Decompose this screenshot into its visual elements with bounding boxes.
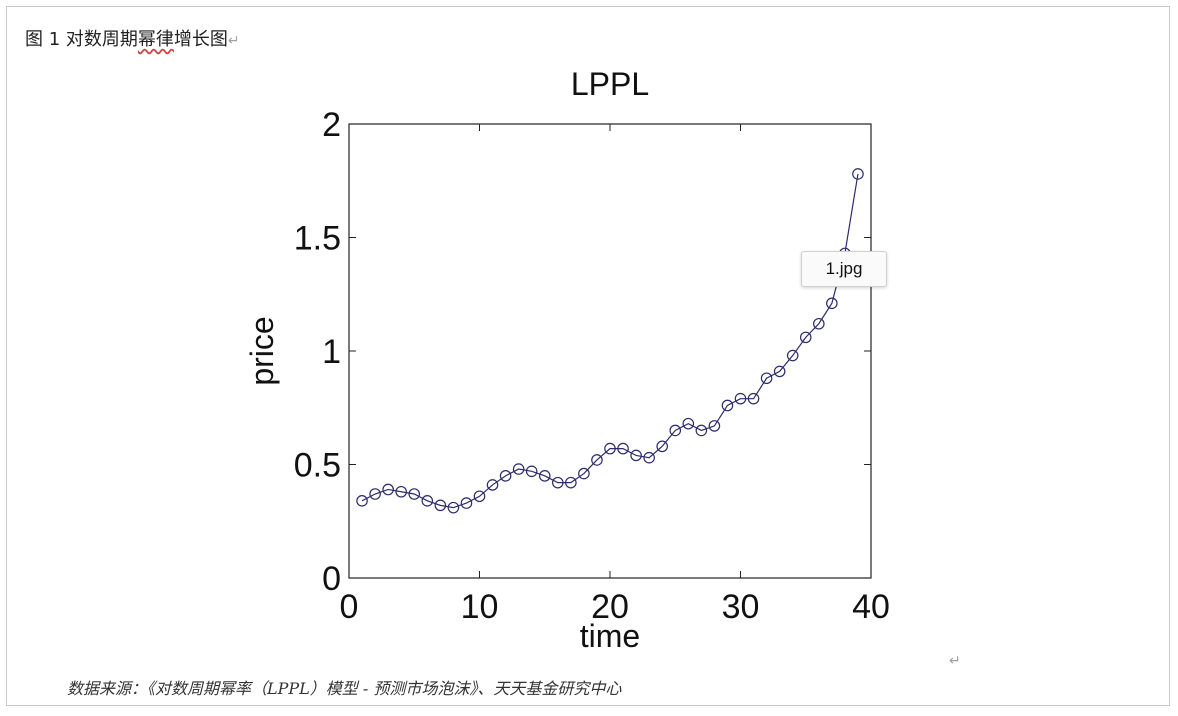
data-point-marker xyxy=(395,485,407,498)
data-point-marker xyxy=(421,495,434,507)
data-point-marker xyxy=(460,497,473,509)
data-point-marker xyxy=(656,440,668,453)
data-point-marker xyxy=(551,476,564,489)
data-point-marker xyxy=(826,297,838,310)
y-tick-label: 1 xyxy=(322,333,341,371)
data-point-marker xyxy=(486,479,499,491)
data-point-marker xyxy=(695,424,708,437)
y-axis-label: price xyxy=(244,316,280,385)
x-tick-label: 30 xyxy=(722,588,760,626)
y-tick-label: 0.5 xyxy=(294,447,341,485)
data-point-marker xyxy=(760,372,773,385)
caption-prefix: 图 xyxy=(25,29,43,50)
data-point-marker xyxy=(734,392,747,405)
data-point-marker xyxy=(786,349,799,362)
data-point-marker xyxy=(708,420,721,432)
data-point-marker xyxy=(408,488,421,500)
data-point-marker xyxy=(434,499,447,512)
data-point-marker xyxy=(356,495,368,507)
data-point-marker xyxy=(669,424,682,437)
y-tick-label: 2 xyxy=(322,106,341,144)
x-tick-label: 20 xyxy=(591,588,629,626)
data-point-marker xyxy=(591,454,603,466)
data-point-marker xyxy=(747,392,760,405)
paragraph-mark-icon: ↵ xyxy=(227,33,240,49)
data-point-marker xyxy=(643,451,655,464)
caption-text-b: 幂律 xyxy=(137,29,174,50)
data-point-marker xyxy=(721,399,734,412)
data-point-marker xyxy=(578,467,590,480)
data-point-marker xyxy=(773,365,786,378)
data-point-marker xyxy=(525,465,538,478)
data-point-marker xyxy=(852,168,864,180)
x-tick-label: 10 xyxy=(461,588,499,626)
data-point-marker xyxy=(369,488,381,500)
caption-text-a: 对数周期 xyxy=(65,29,138,50)
chart-title: LPPL xyxy=(571,66,649,102)
image-filename-tooltip: 1.jpg xyxy=(801,251,887,287)
data-point-marker xyxy=(382,483,394,496)
data-point-marker xyxy=(447,501,460,514)
y-tick-label: 0 xyxy=(322,560,341,598)
plot-area-frame xyxy=(348,123,872,579)
data-point-marker xyxy=(499,470,512,482)
data-point-marker xyxy=(512,463,525,475)
x-tick-label: 40 xyxy=(852,588,890,626)
data-point-marker xyxy=(812,317,825,330)
x-axis-label: time xyxy=(580,618,640,654)
document-page: 图 1 对数周期幂律增长图↵ 0 10 20 30 40 0 0.5 1 1.5 2 LPPL tim… xyxy=(6,6,1170,706)
data-point-marker xyxy=(682,417,695,430)
caption-text-c: 增长图 xyxy=(173,29,228,50)
data-point-marker xyxy=(630,449,642,462)
data-point-marker xyxy=(799,331,812,344)
figure-caption: 图 1 对数周期幂律增长图↵ xyxy=(25,25,240,51)
x-tick-label: 0 xyxy=(340,588,359,626)
caption-number: 1 xyxy=(48,29,61,50)
data-point-marker xyxy=(473,490,486,503)
data-point-marker xyxy=(538,470,551,482)
data-source-note: 数据来源：《对数周期幂率（LPPL）模型 - 预测市场泡沫》、天天基金研究中心 xyxy=(67,679,622,698)
lppl-chart[interactable]: 0 10 20 30 40 0 0.5 1 1.5 2 LPPL time price xyxy=(7,7,1171,707)
data-point-marker xyxy=(565,476,577,489)
series-line xyxy=(361,173,859,509)
data-point-marker xyxy=(604,442,616,455)
paragraph-mark-icon: ↵ xyxy=(949,653,961,669)
data-point-marker xyxy=(617,442,629,455)
y-tick-label: 1.5 xyxy=(294,220,341,258)
